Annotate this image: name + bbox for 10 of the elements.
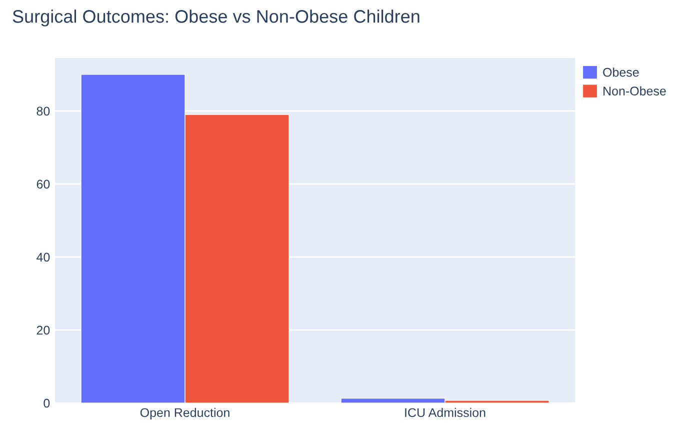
y-tick-label: 80 [36, 106, 50, 116]
legend-label: Obese [603, 68, 639, 77]
x-tick-label: ICU Admission [405, 408, 486, 418]
y-tick-label: 40 [36, 252, 50, 262]
y-tick-label: 0 [44, 398, 50, 408]
x-tick-label: Open Reduction [140, 408, 230, 420]
y-tick-label: 20 [36, 326, 50, 335]
legend-label: Non-Obese [604, 86, 666, 96]
chart-title: Surgical Outcomes: Obese vs Non-Obese Children [12, 10, 420, 26]
y-tick-label: 60 [36, 180, 50, 189]
